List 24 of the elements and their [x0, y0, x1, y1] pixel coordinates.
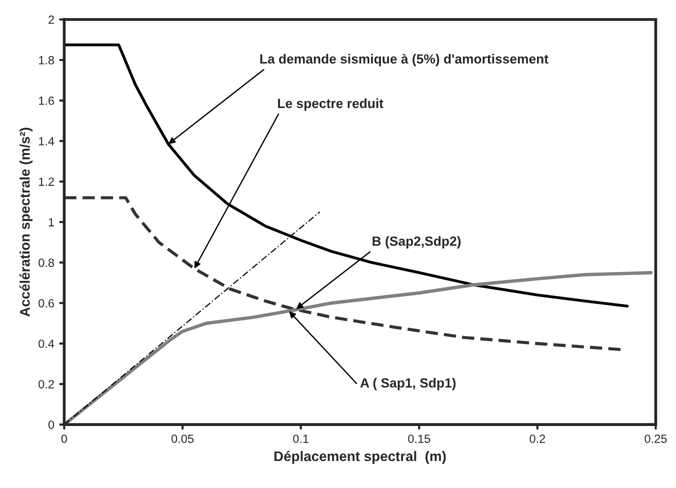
y-tick-label: 1.6	[38, 96, 54, 105]
y-tick-label: 0.6	[38, 299, 54, 308]
x-tick-label: 0.05	[171, 434, 194, 443]
annotation: A ( Sap1, Sdp1)	[360, 378, 456, 390]
annotation: B (Sap2,Sdp2)	[372, 236, 461, 248]
annotation: La demande sismique à (5%) d'amortissement	[260, 54, 548, 66]
annotation: Le spectre reduit	[278, 98, 384, 111]
y-tick-label: 0	[48, 420, 54, 429]
y-axis-title: Accélération spectrale (m/s²)	[19, 128, 33, 317]
x-tick-label: 0.25	[644, 434, 667, 443]
y-tick-label: 1.8	[38, 56, 54, 64]
x-tick-label: 0.1	[293, 434, 308, 443]
x-tick-label: 0.2	[530, 434, 546, 443]
x-axis-title: Déplacement spectral (m)	[274, 450, 446, 464]
y-tick-label: 0.8	[38, 258, 54, 267]
x-tick-label: 0	[61, 434, 68, 443]
y-tick-label: 0.4	[38, 340, 54, 348]
x-tick-label: 0.15	[408, 434, 430, 443]
y-tick-label: 1.4	[38, 137, 54, 146]
y-tick-label: 0.2	[38, 380, 54, 388]
y-tick-label: 1	[48, 218, 54, 226]
y-tick-label: 1.2	[38, 178, 54, 186]
y-tick-label: 2	[48, 16, 54, 24]
line-series	[64, 271, 653, 425]
